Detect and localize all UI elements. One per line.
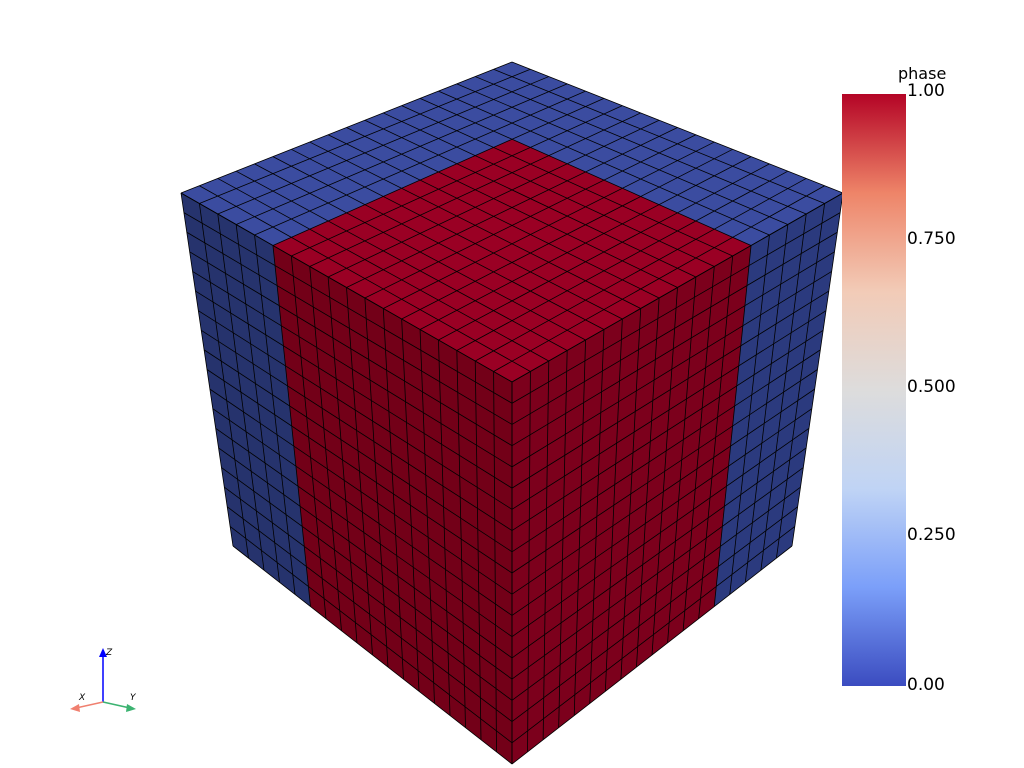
colorbar-gradient (842, 94, 906, 686)
z-axis-arrow-icon (99, 648, 107, 657)
cube-right-grid (511, 192, 844, 765)
y-axis-arrow-icon (126, 704, 136, 712)
z-axis-label: Z (105, 648, 113, 658)
phase-region-right (512, 245, 752, 764)
cube-mesh-icon (180, 61, 844, 765)
colorbar-tick-label: 0.00 (907, 675, 945, 695)
colorbar-tick-label: 0.750 (907, 229, 956, 249)
phase-region-top (272, 139, 752, 382)
cube-left-grid (180, 192, 513, 765)
x-axis-line (75, 701, 104, 709)
phase-region-left (272, 245, 512, 764)
colorbar-tick-label: 0.500 (907, 377, 956, 397)
x-axis-arrow-icon (70, 704, 80, 712)
orientation-axes: Z X Y (70, 648, 137, 712)
x-axis-label: X (78, 693, 86, 703)
colorbar-tick-label: 1.00 (907, 81, 945, 101)
y-axis-label: Y (130, 693, 137, 703)
y-axis-line (102, 701, 131, 709)
colorbar-tick-label: 0.250 (907, 525, 956, 545)
cube-top-grid (180, 61, 844, 383)
colorbar-title: phase (898, 64, 947, 83)
